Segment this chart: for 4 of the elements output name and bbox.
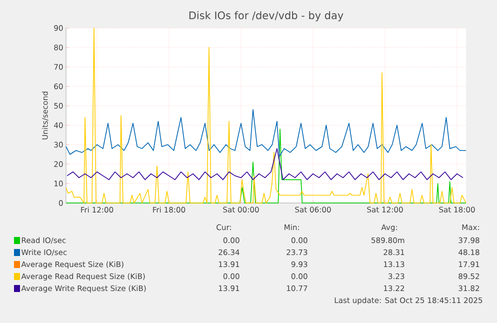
line-series <box>66 28 466 204</box>
line-series <box>66 148 464 180</box>
line-series <box>66 109 466 157</box>
chart-title: Disk IOs for /dev/vdb - by day <box>189 11 344 22</box>
